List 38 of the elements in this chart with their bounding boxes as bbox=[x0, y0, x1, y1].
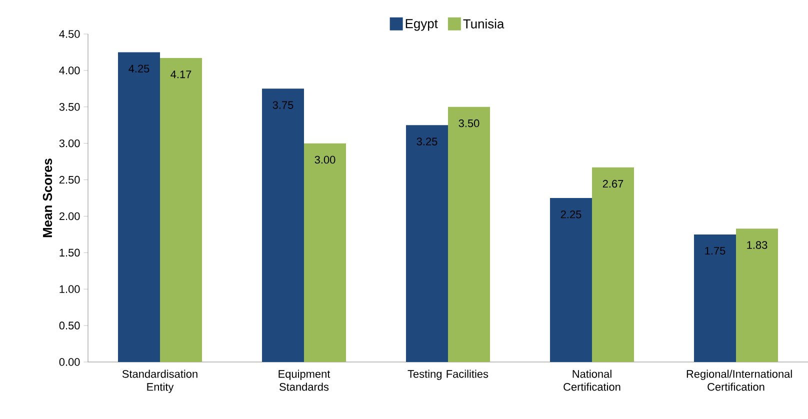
data-label: 1.83 bbox=[747, 241, 768, 249]
x-tick-label: Regional/International Certification bbox=[686, 370, 792, 391]
bar bbox=[448, 106, 490, 362]
data-label: 4.25 bbox=[128, 64, 150, 72]
x-tick-label: Equipment Standards bbox=[278, 370, 330, 391]
data-label: 2.67 bbox=[602, 180, 624, 188]
y-tick-label: 4.50 bbox=[59, 30, 80, 38]
y-tick-label: 1.00 bbox=[60, 285, 80, 293]
legend-label: Egypt bbox=[406, 19, 438, 31]
bar bbox=[592, 167, 634, 362]
bar bbox=[304, 143, 346, 362]
y-tick-label: 3.00 bbox=[59, 139, 80, 148]
data-label: 3.00 bbox=[314, 156, 336, 164]
data-label: 3.25 bbox=[416, 138, 438, 146]
y-tick-label: 4.00 bbox=[59, 66, 80, 74]
x-tick-label: National Certification bbox=[564, 370, 620, 391]
legend-label: Tunisia bbox=[463, 18, 504, 28]
x-tick-label: Standardisation Entity bbox=[122, 370, 198, 393]
y-tick-label: 0.00 bbox=[59, 358, 80, 366]
bar bbox=[262, 88, 304, 362]
bar bbox=[694, 234, 736, 362]
y-tick-label: 2.50 bbox=[59, 176, 80, 184]
bar bbox=[160, 58, 202, 362]
y-axis-title: Mean Scores bbox=[42, 158, 52, 238]
y-tick-label: 2.00 bbox=[59, 212, 80, 220]
bar bbox=[550, 198, 592, 362]
data-label: 3.50 bbox=[458, 119, 480, 128]
bar bbox=[118, 52, 160, 362]
data-label: 3.75 bbox=[272, 101, 294, 109]
bar bbox=[406, 125, 448, 362]
data-label: 2.25 bbox=[560, 210, 582, 218]
y-tick-label: 1.50 bbox=[60, 248, 80, 257]
y-tick-label: 3.50 bbox=[59, 103, 80, 111]
x-tick-label: Testing Facilities bbox=[408, 370, 488, 380]
bar bbox=[736, 228, 778, 362]
data-label: 4.17 bbox=[170, 70, 192, 78]
data-label: 1.75 bbox=[705, 246, 726, 255]
y-tick-label: 0.50 bbox=[59, 322, 80, 330]
